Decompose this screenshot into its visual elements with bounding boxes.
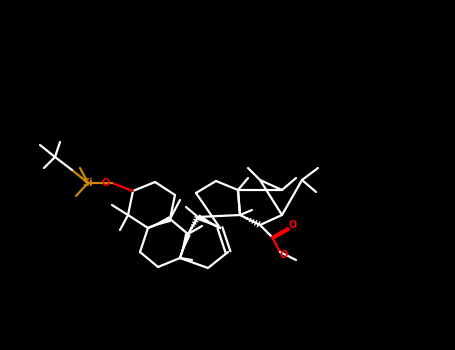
Text: O: O: [280, 250, 288, 260]
Text: O: O: [102, 178, 110, 188]
Polygon shape: [148, 216, 171, 228]
Text: O: O: [289, 220, 297, 230]
Polygon shape: [197, 214, 220, 228]
Text: Si: Si: [83, 178, 93, 188]
Polygon shape: [180, 233, 191, 258]
